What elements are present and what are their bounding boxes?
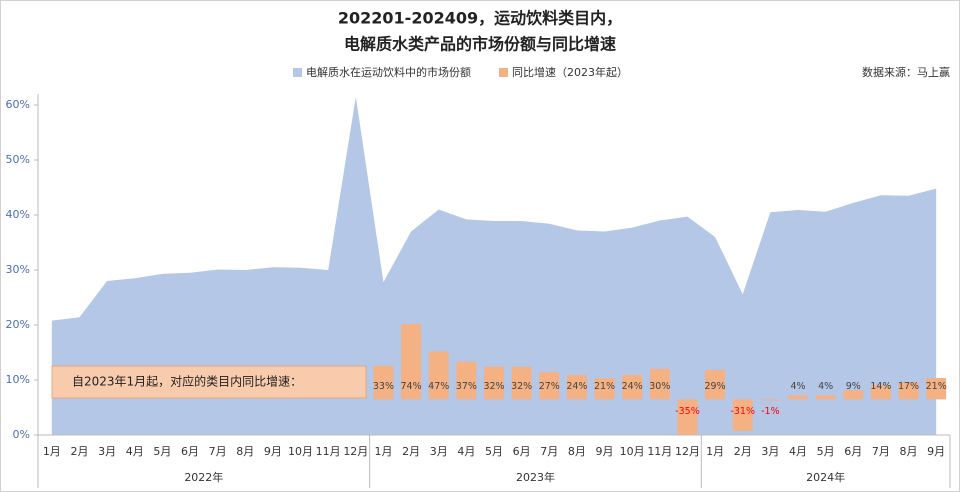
bar — [843, 390, 864, 400]
legend-label: 同比增速（2023年起） — [512, 65, 628, 79]
x-tick-label: 7月 — [872, 445, 890, 458]
value-label: 32% — [483, 381, 504, 392]
value-label: 21% — [926, 381, 947, 392]
value-label: 24% — [622, 381, 643, 392]
value-label: 21% — [594, 381, 615, 392]
x-tick-label: 3月 — [98, 445, 116, 458]
x-tick-label: 2月 — [70, 445, 88, 458]
bar — [677, 399, 698, 435]
x-tick-label: 4月 — [457, 445, 475, 458]
value-label: 74% — [401, 381, 422, 392]
x-tick-label: 10月 — [620, 445, 645, 458]
value-label: -31% — [730, 406, 755, 417]
x-tick-label: 7月 — [209, 445, 227, 458]
x-tick-label: 8月 — [236, 445, 254, 458]
x-tick-label: 11月 — [647, 445, 672, 458]
x-tick-label: 5月 — [153, 445, 171, 458]
bar — [926, 377, 947, 400]
bar — [732, 399, 753, 431]
x-tick-label: 12月 — [343, 445, 368, 458]
bar — [898, 382, 919, 400]
bar — [456, 361, 477, 400]
x-tick-label: 6月 — [513, 445, 531, 458]
x-tick-label: 2月 — [402, 445, 420, 458]
bar — [788, 395, 808, 400]
x-tick-label: 11月 — [316, 445, 341, 458]
value-label: 4% — [818, 381, 833, 392]
x-group-label: 2022年 — [184, 470, 223, 484]
x-tick-label: 9月 — [596, 445, 614, 458]
y-tick-label: 10% — [6, 373, 30, 386]
x-tick-label: 1月 — [706, 445, 724, 458]
value-label: 29% — [705, 381, 726, 392]
x-group-label: 2024年 — [806, 470, 845, 484]
x-tick-label: 3月 — [430, 445, 448, 458]
x-tick-label: 3月 — [761, 445, 779, 458]
bar — [373, 365, 394, 400]
legend-swatch — [293, 68, 302, 77]
x-group-label: 2023年 — [516, 470, 555, 484]
legend-label: 电解质水在运动饮料中的市场份额 — [306, 65, 471, 79]
value-label: 47% — [428, 381, 449, 392]
x-tick-label: 7月 — [540, 445, 558, 458]
value-label: 33% — [373, 381, 394, 392]
chart-title: 电解质水类产品的市场份额与同比增速 — [344, 35, 616, 54]
x-tick-label: 6月 — [844, 445, 862, 458]
value-label: 32% — [511, 381, 532, 392]
bar — [815, 395, 836, 400]
value-label: 30% — [649, 381, 670, 392]
bar — [649, 368, 670, 400]
value-label: 14% — [870, 381, 891, 392]
bar — [870, 385, 891, 400]
x-tick-label: 9月 — [927, 445, 945, 458]
value-label: 37% — [456, 381, 477, 392]
value-label: 24% — [566, 381, 587, 392]
bar — [705, 369, 726, 400]
y-tick-label: 40% — [6, 208, 30, 221]
x-tick-label: 5月 — [817, 445, 835, 458]
bar — [511, 366, 532, 400]
x-tick-label: 2月 — [734, 445, 752, 458]
y-tick-label: 0% — [13, 428, 30, 441]
x-tick-label: 9月 — [264, 445, 282, 458]
annotation: 自2023年1月起，对应的类目内同比增速： — [72, 374, 302, 389]
bar — [566, 374, 587, 400]
y-tick-label: 30% — [6, 263, 30, 276]
x-tick-label: 10月 — [288, 445, 313, 458]
x-tick-label: 4月 — [126, 445, 144, 458]
bar — [594, 377, 615, 400]
value-label: 4% — [790, 381, 805, 392]
x-tick-label: 4月 — [789, 445, 807, 458]
value-label: 17% — [898, 381, 919, 392]
bar — [401, 324, 422, 400]
x-tick-label: 5月 — [485, 445, 503, 458]
x-tick-label: 8月 — [568, 445, 586, 458]
x-tick-label: 8月 — [900, 445, 918, 458]
x-tick-label: 1月 — [43, 445, 61, 458]
value-label: 9% — [846, 381, 861, 392]
y-tick-label: 20% — [6, 318, 30, 331]
x-tick-label: 6月 — [181, 445, 199, 458]
value-label: -35% — [675, 406, 700, 417]
bar — [539, 371, 560, 400]
area — [51, 96, 937, 435]
value-label: 27% — [539, 381, 560, 392]
y-tick-label: 50% — [6, 153, 30, 166]
chart-title: 202201-202409，运动饮料类目内， — [338, 9, 622, 28]
legend-swatch — [499, 68, 508, 77]
bar — [484, 366, 504, 400]
bar — [760, 399, 781, 401]
y-tick-label: 60% — [6, 98, 30, 111]
value-label: -1% — [761, 406, 780, 417]
x-tick-label: 1月 — [374, 445, 392, 458]
annotation-box — [51, 365, 367, 399]
source: 数据来源：马上赢 — [862, 65, 950, 79]
x-tick-label: 12月 — [675, 445, 700, 458]
bar — [622, 374, 643, 400]
bar — [428, 351, 449, 400]
